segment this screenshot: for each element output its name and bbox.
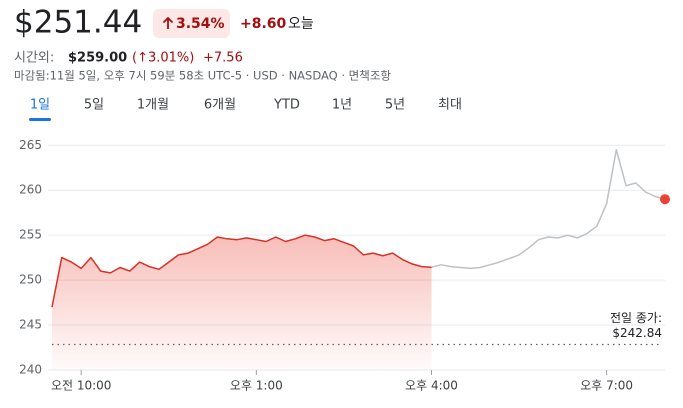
y-tick-label: 250 (19, 273, 42, 287)
y-tick-label: 260 (19, 183, 42, 197)
x-tick-label: 오후 7:00 (580, 379, 633, 393)
after-hours-price: $259.00 (68, 51, 127, 66)
tab[interactable]: 6개월 (204, 98, 236, 113)
after-hours-change: +7.56 (203, 51, 243, 66)
status: 마감됨:11월 5일, 오후 7시 59분 58초 UTC-5 · USD · … (14, 69, 391, 83)
y-tick-label: 265 (19, 138, 42, 152)
end-marker (660, 194, 670, 205)
y-tick-label: 255 (19, 228, 42, 242)
line (51, 234, 432, 308)
price: $251.44 (14, 5, 142, 41)
tab[interactable]: 5년 (385, 98, 405, 113)
tab-indicator (29, 118, 51, 121)
period: 오늘 (288, 16, 314, 32)
change-badge (153, 9, 230, 38)
up-arrow-icon (162, 16, 174, 29)
area (52, 235, 432, 370)
previous-close-value: $242.84 (612, 326, 662, 340)
tab[interactable]: 최대 (438, 98, 462, 113)
y-tick-label: 240 (19, 363, 42, 377)
tab[interactable]: YTD (273, 98, 300, 113)
line (431, 149, 666, 270)
after-hours-label: 시간외: (14, 51, 54, 66)
change-pct: 3.54% (176, 16, 225, 32)
x-tick-label: 오후 4:00 (405, 379, 458, 393)
tabs: 1일 5일 1개월 6개월 YTD 1년 5년 최대 (29, 98, 462, 121)
tab[interactable]: 5일 (84, 98, 104, 113)
chart: 240 245 250 255 260 265 오전 10:00 오후 1:00 오후 4:00… (19, 138, 670, 393)
previous-close-label: 전일 종가: (610, 311, 662, 325)
x-tick-label: 오후 1:00 (230, 379, 283, 393)
tab[interactable]: 1개월 (137, 98, 169, 113)
tab[interactable]: 1년 (332, 98, 352, 113)
change: +8.60 (240, 16, 287, 32)
tab[interactable]: 1일 (30, 98, 50, 113)
x-tick-label: 오전 10:00 (51, 379, 111, 393)
y-tick-label: 245 (19, 318, 42, 332)
after-hours-pct: (↑3.01%) (132, 51, 194, 66)
